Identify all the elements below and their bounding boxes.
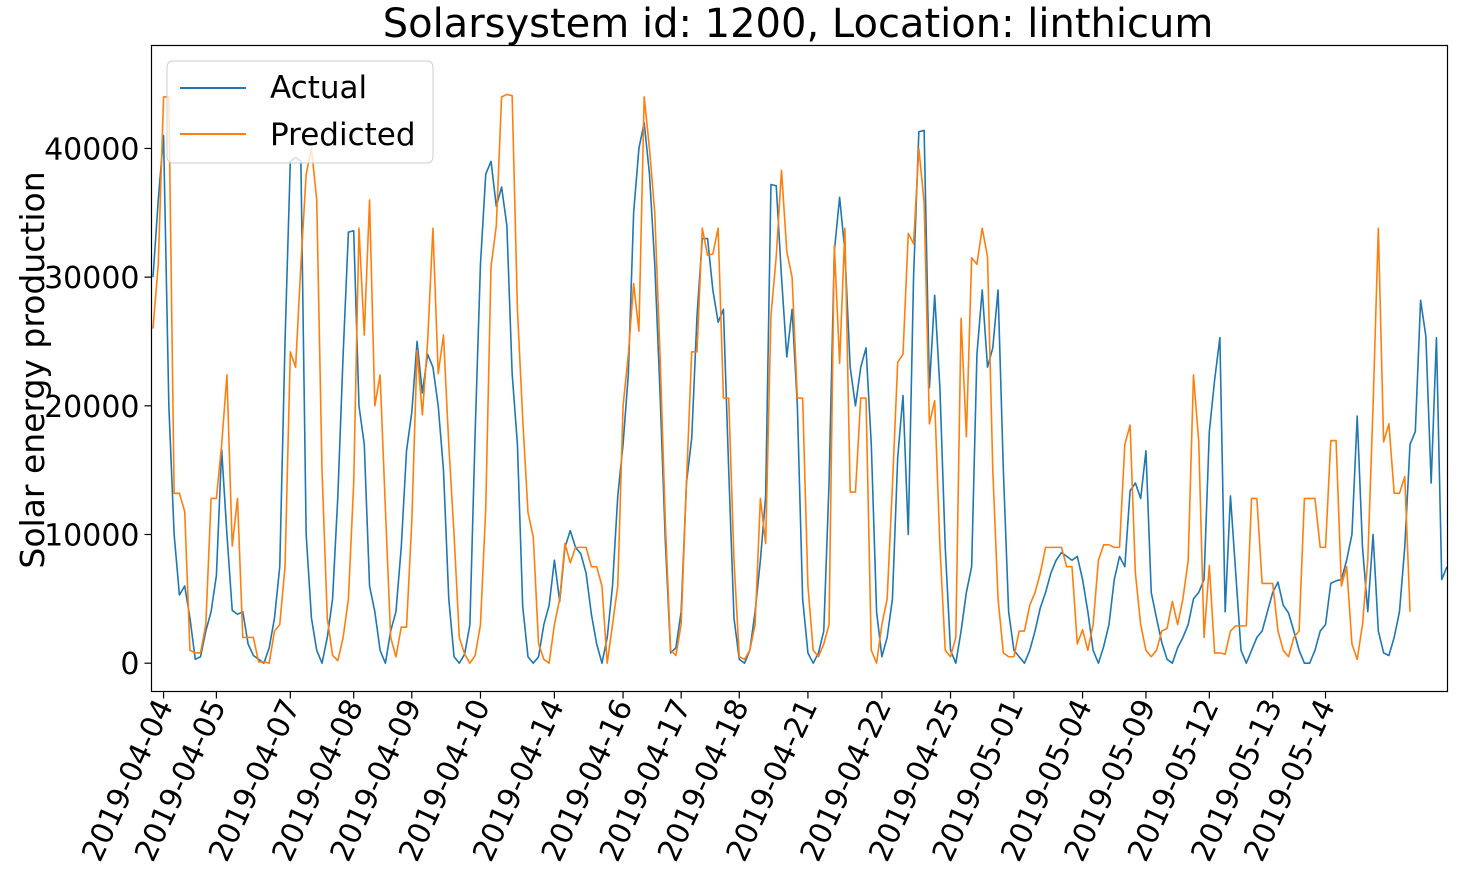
y-tick-label: 10000 (44, 519, 139, 554)
x-axis-ticks: 2019-04-042019-04-052019-04-072019-04-08… (75, 691, 1343, 867)
legend-label-actual: Actual (270, 70, 367, 106)
legend-box (166, 60, 434, 164)
y-tick-label: 20000 (44, 390, 139, 425)
y-axis-label: Solar energy production (13, 171, 52, 568)
y-axis-ticks: 0 10000 20000 30000 40000 (44, 132, 152, 682)
y-tick-label: 40000 (44, 132, 139, 167)
plot-lines (152, 93, 1448, 664)
legend-label-predicted: Predicted (270, 117, 416, 153)
legend: Actual Predicted (166, 60, 434, 164)
chart-title: Solarsystem id: 1200, Location: linthicu… (383, 1, 1214, 47)
y-tick-label: 0 (120, 647, 139, 682)
y-tick-label: 30000 (44, 261, 139, 296)
series-line-actual (152, 121, 1448, 664)
series-line-predicted (152, 93, 1411, 664)
plot-frame (150, 44, 1449, 693)
